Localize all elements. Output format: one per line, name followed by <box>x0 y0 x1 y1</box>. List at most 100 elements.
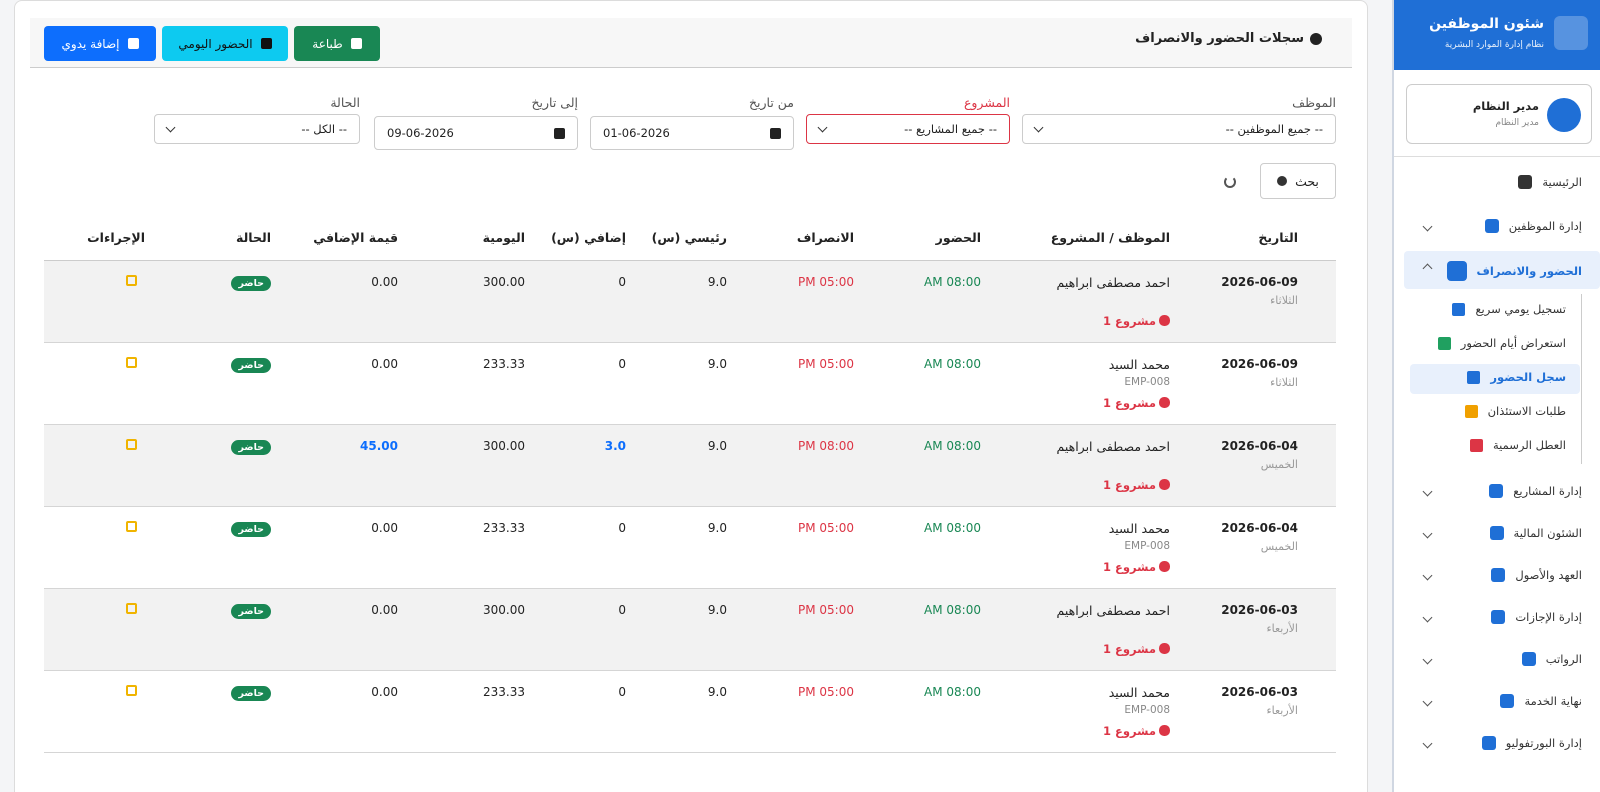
edit-button[interactable] <box>126 520 137 532</box>
menu-item[interactable]: إدارة البورتفوليو <box>1481 736 1582 750</box>
date: 2026-06-04 <box>1221 520 1298 535</box>
filter-label: المشروع <box>963 95 1010 110</box>
icon <box>1489 484 1504 498</box>
sidebar: شئون الموظفين نظام إدارة الموارد البشرية م… <box>1392 0 1600 792</box>
date-cell: 2026-06-09 الثلاثاء <box>1182 260 1336 343</box>
column-header: الحضور <box>866 216 993 261</box>
menu-item[interactable]: الرواتب <box>1521 652 1582 666</box>
submenu-item[interactable]: تسجيل يومي سريع <box>1452 302 1566 316</box>
check-out: 05:00 PM <box>739 670 866 753</box>
date-cell: 2026-06-09 الثلاثاء <box>1182 342 1336 425</box>
menu-label: إدارة المشاريع <box>1513 484 1582 498</box>
check-in: 08:00 AM <box>866 670 993 753</box>
employee-cell: احمد مصطفى ابراهيم مشروع 1 <box>993 260 1182 343</box>
icon <box>1491 610 1506 624</box>
check-in: 08:00 AM <box>866 506 993 589</box>
icon <box>1159 561 1170 572</box>
status-badge: حاضر <box>231 603 271 619</box>
icon <box>1491 568 1506 582</box>
project-name: مشروع 1 <box>1103 641 1156 656</box>
select-value: -- الكل -- <box>301 122 347 136</box>
date-cell: 2026-06-04 الخميس <box>1182 506 1336 589</box>
main-hours: 9.0 <box>638 670 739 753</box>
employee-cell: محمد السيد EMP-008 مشروع 1 <box>993 506 1182 589</box>
refresh-button[interactable] <box>1224 176 1236 188</box>
submenu-item[interactable]: العطل الرسمية <box>1469 438 1566 452</box>
column-header: اليومية <box>410 216 537 261</box>
submenu-label: سجل الحضور <box>1490 370 1566 384</box>
submenu-item[interactable]: استعراض أيام الحضور <box>1437 336 1566 350</box>
main-hours: 9.0 <box>638 588 739 671</box>
filter-field[interactable]: -- جميع المشاريع -- <box>806 114 1010 144</box>
employee-cell: محمد السيد EMP-008 مشروع 1 <box>993 670 1182 753</box>
icon <box>1489 526 1504 540</box>
filter-field[interactable]: 01-06-2026 <box>590 116 794 150</box>
edit-button[interactable] <box>126 684 137 696</box>
employee-cell: احمد مصطفى ابراهيم مشروع 1 <box>993 588 1182 671</box>
edit-button[interactable] <box>126 356 137 368</box>
date: 2026-06-03 <box>1221 602 1298 617</box>
project: مشروع 1 <box>993 396 1170 410</box>
menu-item[interactable]: الرئيسية <box>1518 175 1582 189</box>
filter-label: إلى تاريخ <box>531 95 578 110</box>
header-button[interactable]: إضافة يدوي <box>44 26 156 61</box>
overtime-value: 45.00 <box>283 424 410 507</box>
filter-field[interactable]: -- الكل -- <box>154 114 360 144</box>
daily-rate: 300.00 <box>410 588 537 671</box>
overtime-value: 0.00 <box>283 588 410 671</box>
icon <box>1467 370 1481 384</box>
icon <box>554 127 565 139</box>
date: 2026-06-03 <box>1221 684 1298 699</box>
edit-button[interactable] <box>126 274 137 286</box>
project: مشروع 1 <box>993 642 1170 656</box>
submenu-item[interactable]: سجل الحضور <box>1467 370 1566 384</box>
overtime-hours: 0 <box>537 670 638 753</box>
main-hours: 9.0 <box>638 424 739 507</box>
main-hours: 9.0 <box>638 342 739 425</box>
status-cell: حاضر <box>157 424 283 507</box>
date: 2026-06-09 <box>1221 356 1298 371</box>
header-button[interactable]: طباعة <box>294 26 380 61</box>
table-row: 2026-06-03 الأربعاء احمد مصطفى ابراهيم مشرو… <box>44 588 1336 671</box>
chevron <box>1422 570 1433 581</box>
check-in: 08:00 AM <box>866 342 993 425</box>
chevron <box>817 122 828 132</box>
chevron <box>1422 612 1433 623</box>
menu-item[interactable]: إدارة الإجازات <box>1491 610 1582 624</box>
weekday: الخميس <box>1260 539 1298 553</box>
status-badge: حاضر <box>231 275 271 291</box>
menu-item[interactable]: الحضور والانصراف <box>1446 261 1582 281</box>
chevron <box>1422 654 1433 665</box>
search-label: بحث <box>1295 173 1319 189</box>
icon <box>1469 438 1483 452</box>
weekday: الثلاثاء <box>1270 293 1298 307</box>
submenu-label: تسجيل يومي سريع <box>1475 302 1566 316</box>
status-badge: حاضر <box>231 685 271 701</box>
menu-item[interactable]: الشئون المالية <box>1489 526 1582 540</box>
menu-item[interactable]: إدارة المشاريع <box>1489 484 1582 498</box>
edit-button[interactable] <box>126 602 137 614</box>
date-cell: 2026-06-03 الأربعاء <box>1182 670 1336 753</box>
header-button[interactable]: الحضور اليومي <box>162 26 288 61</box>
submenu-item[interactable]: طلبات الاستئذان <box>1464 404 1566 418</box>
sub-line <box>1581 294 1582 464</box>
check-in: 08:00 AM <box>866 588 993 671</box>
column-header: التاريخ <box>1182 216 1336 261</box>
chevron <box>165 122 176 132</box>
icon <box>1159 643 1170 654</box>
avatar <box>1547 98 1581 132</box>
table-row: 2026-06-09 الثلاثاء احمد مصطفى ابراهيم مشرو… <box>44 260 1336 343</box>
menu-item[interactable]: نهاية الخدمة <box>1500 694 1582 708</box>
icon <box>260 38 272 49</box>
daily-rate: 233.33 <box>410 342 537 425</box>
search-button[interactable]: بحث <box>1260 163 1336 199</box>
edit-button[interactable] <box>126 438 137 450</box>
app-subtitle: نظام إدارة الموارد البشرية <box>1444 40 1544 50</box>
date-value: 01-06-2026 <box>603 126 670 140</box>
menu-item[interactable]: العهد والأصول <box>1491 568 1582 582</box>
menu-item[interactable]: إدارة الموظفين <box>1484 219 1582 233</box>
filter-field[interactable]: -- جميع الموظفين -- <box>1022 114 1336 144</box>
filter-field[interactable]: 09-06-2026 <box>374 116 578 150</box>
overtime-hours: 0 <box>537 588 638 671</box>
employee-name: محمد السيد <box>1108 684 1170 700</box>
